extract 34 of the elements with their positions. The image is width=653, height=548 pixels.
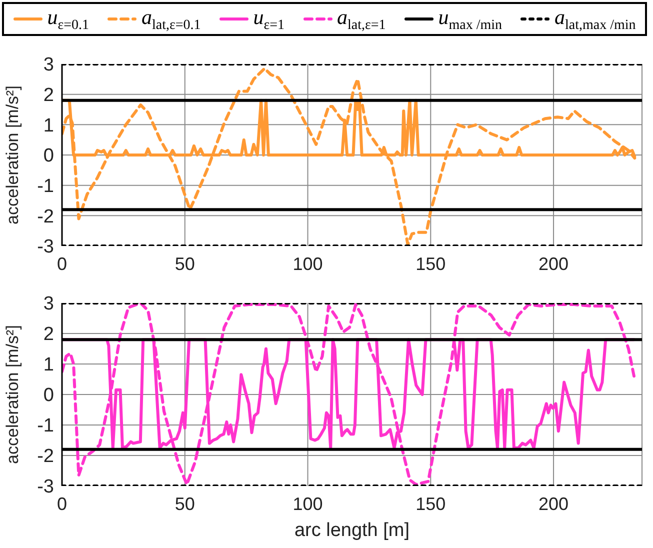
x-tick-label: 100: [292, 494, 323, 514]
x-axis-title: arc length [m]: [294, 520, 410, 541]
y-axis-title: acceleration [m/s²]: [3, 86, 22, 224]
y-tick-label: -3: [37, 476, 54, 498]
x-tick-label: 0: [56, 254, 68, 274]
x-tick-label: 50: [174, 254, 195, 274]
y-tick-label: 2: [43, 85, 54, 106]
legend-label: u$_{ε=0.1}$: [47, 4, 90, 34]
y-tick-label: -3: [37, 236, 54, 258]
y-tick-label: -1: [37, 176, 54, 198]
legend-label: u$_{ε=1}$: [253, 4, 285, 34]
x-tick-label: 200: [538, 494, 569, 514]
legend-label: u$_{max /min}$: [438, 4, 502, 34]
y-tick-label: -2: [37, 206, 54, 228]
y-tick-label: 3: [43, 294, 54, 315]
x-tick-label: 0: [56, 494, 68, 514]
y-tick-label: 3: [43, 54, 54, 76]
legend-label: a$_{lat,max /min}$: [554, 4, 636, 34]
y-axis-title: acceleration [m/s²]: [3, 325, 22, 464]
x-tick-label: 150: [416, 494, 446, 514]
legend-label: a$_{lat,ε=0.1}$: [141, 4, 201, 34]
y-tick-label: 1: [43, 354, 54, 376]
y-tick-label: 1: [43, 115, 54, 136]
y-tick-label: 0: [43, 385, 54, 406]
x-tick-label: 50: [174, 494, 195, 514]
y-tick-label: -1: [37, 416, 54, 437]
line-series: [62, 303, 636, 486]
legend-label: a$_{lat,ε=1}$: [336, 4, 386, 34]
x-tick-label: 150: [416, 254, 446, 274]
y-tick-label: 2: [43, 324, 54, 346]
x-tick-label: 100: [292, 254, 323, 274]
y-tick-label: 0: [43, 146, 54, 167]
y-tick-label: -2: [37, 446, 54, 468]
x-tick-label: 200: [538, 254, 569, 274]
